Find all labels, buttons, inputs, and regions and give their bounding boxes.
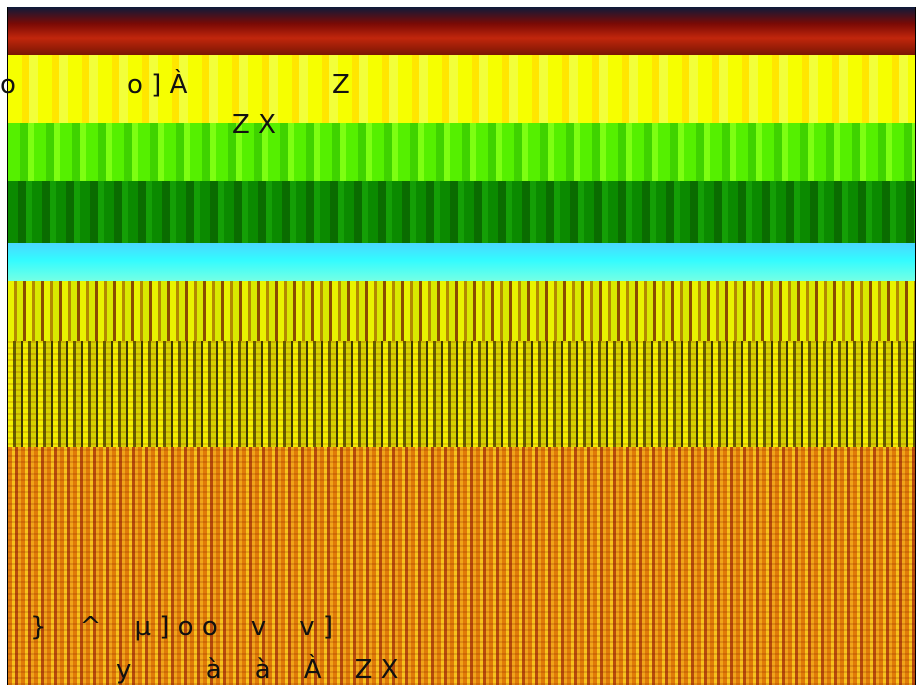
noise-overlay [8, 341, 915, 685]
olive-noise-band [8, 341, 915, 447]
orange-noise-band [8, 447, 915, 685]
garbled-glyph-text: o [0, 70, 16, 100]
garbled-glyph-text: } ^ µ ] o o v v ] [30, 612, 334, 642]
garbled-image-frame [7, 7, 916, 685]
yellow-band [8, 55, 915, 123]
dark-green-band [8, 181, 915, 243]
top-dark-band [8, 7, 915, 55]
yellow-olive-band [8, 281, 915, 341]
cyan-band [8, 243, 915, 281]
garbled-glyph-text: Z X [232, 110, 276, 140]
garbled-glyph-text: y à à À Z X [116, 655, 399, 685]
garbled-glyph-text: o ] À [127, 70, 188, 100]
light-green-band [8, 123, 915, 181]
garbled-glyph-text: Z [332, 70, 350, 100]
